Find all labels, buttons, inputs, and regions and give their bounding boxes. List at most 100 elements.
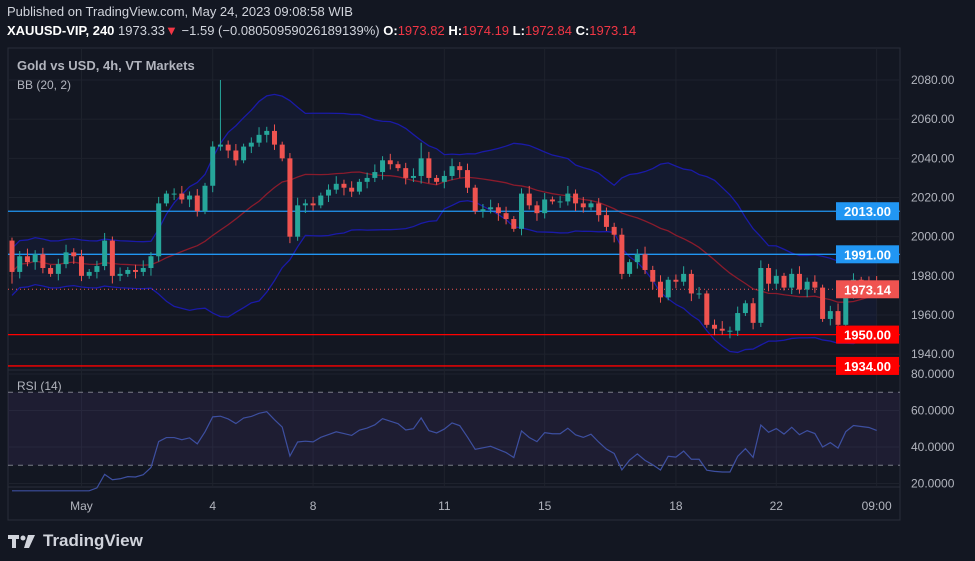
time-tick-label: 22: [770, 499, 784, 513]
candle: [650, 265, 656, 290]
candle-body: [94, 266, 100, 272]
price-label-text: 1991.00: [844, 247, 891, 262]
open-label: O:: [383, 23, 398, 38]
candle: [341, 179, 347, 196]
candle-body: [588, 203, 594, 208]
candle-body: [333, 183, 339, 190]
candle-body: [356, 181, 362, 192]
candle-body: [171, 193, 177, 195]
candle: [766, 263, 772, 292]
candle: [140, 260, 146, 277]
price-label-bg: [836, 356, 899, 375]
candle: [117, 267, 123, 282]
candle-body: [372, 172, 378, 178]
candle: [812, 275, 818, 293]
candle: [295, 197, 301, 241]
close-value: 1973.14: [589, 23, 637, 38]
candle: [86, 268, 92, 279]
price-label-bg: [836, 325, 899, 344]
candle: [418, 142, 424, 184]
candle-body: [827, 311, 833, 319]
candle-body: [534, 205, 540, 214]
candle-body: [148, 256, 154, 269]
candle-body: [642, 254, 648, 270]
candle: [233, 144, 239, 166]
bb-lower-band: [11, 200, 877, 354]
candle: [735, 306, 741, 336]
rsi-band-fill: [8, 392, 900, 466]
candle-body: [102, 240, 108, 267]
candle: [194, 189, 200, 217]
time-tick-label: 8: [310, 499, 317, 513]
candle: [403, 162, 409, 185]
price-change: −1.59 (−0.08050959026189139%): [181, 23, 380, 38]
candle-body: [519, 193, 525, 229]
candle: [333, 176, 339, 194]
candle: [688, 269, 694, 302]
close-label: C:: [575, 23, 590, 38]
candle: [627, 259, 633, 277]
price-axis-label: 1991.00: [836, 245, 899, 264]
candle: [426, 151, 432, 184]
candle: [495, 203, 501, 221]
candle-body: [611, 226, 617, 235]
price-label-bg: [836, 202, 899, 221]
candle-body: [418, 158, 424, 176]
tradingview-logo-icon: [8, 535, 35, 548]
candle-body: [580, 203, 586, 208]
candle: [827, 305, 833, 326]
candle: [534, 201, 540, 221]
published-info: Published on TradingView.com, May 24, 20…: [7, 4, 353, 19]
high-label: H:: [448, 23, 463, 38]
candle: [271, 124, 277, 150]
candle: [611, 222, 617, 243]
candle-body: [271, 130, 277, 145]
candle: [712, 319, 718, 336]
candle-body: [434, 177, 440, 182]
candle: [750, 297, 756, 330]
candle-body: [766, 268, 772, 284]
candle: [673, 274, 679, 289]
candle: [187, 191, 193, 208]
candle: [642, 246, 648, 275]
bb-upper-band: [11, 93, 877, 262]
candle: [742, 300, 748, 316]
candle-body: [287, 158, 293, 237]
candle-body: [843, 293, 849, 325]
candle-body: [712, 324, 718, 329]
time-tick-label: 4: [209, 499, 216, 513]
rsi-indicator-label[interactable]: RSI (14): [17, 379, 62, 393]
candle: [796, 266, 802, 294]
candle-body: [758, 268, 764, 323]
candle-body: [773, 275, 779, 284]
candle: [326, 184, 332, 203]
candle-body: [627, 262, 633, 274]
candle: [78, 249, 84, 282]
candle-body: [241, 146, 247, 161]
rsi-tick-label: 80.0000: [911, 367, 955, 381]
candle: [480, 203, 486, 218]
candle-body: [326, 189, 332, 196]
candle: [519, 188, 525, 236]
candle-body: [464, 170, 470, 188]
candle: [48, 265, 54, 277]
time-tick-label: 18: [669, 499, 683, 513]
candle: [356, 178, 362, 195]
tradingview-logo: TradingView: [8, 531, 143, 551]
candle: [511, 216, 517, 232]
candle-body: [349, 187, 355, 192]
bb-indicator-label[interactable]: BB (20, 2): [17, 78, 72, 92]
time-tick-label: 11: [438, 499, 451, 513]
candle: [789, 268, 795, 295]
candle: [94, 260, 100, 279]
candle-body: [40, 254, 46, 269]
candle-body: [256, 134, 262, 143]
candle: [40, 247, 46, 274]
candle-body: [32, 254, 38, 263]
candle: [804, 277, 810, 298]
price-axis-label: 1973.14: [836, 280, 899, 299]
candle-body: [480, 209, 486, 212]
candle: [349, 181, 355, 197]
price-tick-label: 1980.00: [911, 269, 955, 283]
